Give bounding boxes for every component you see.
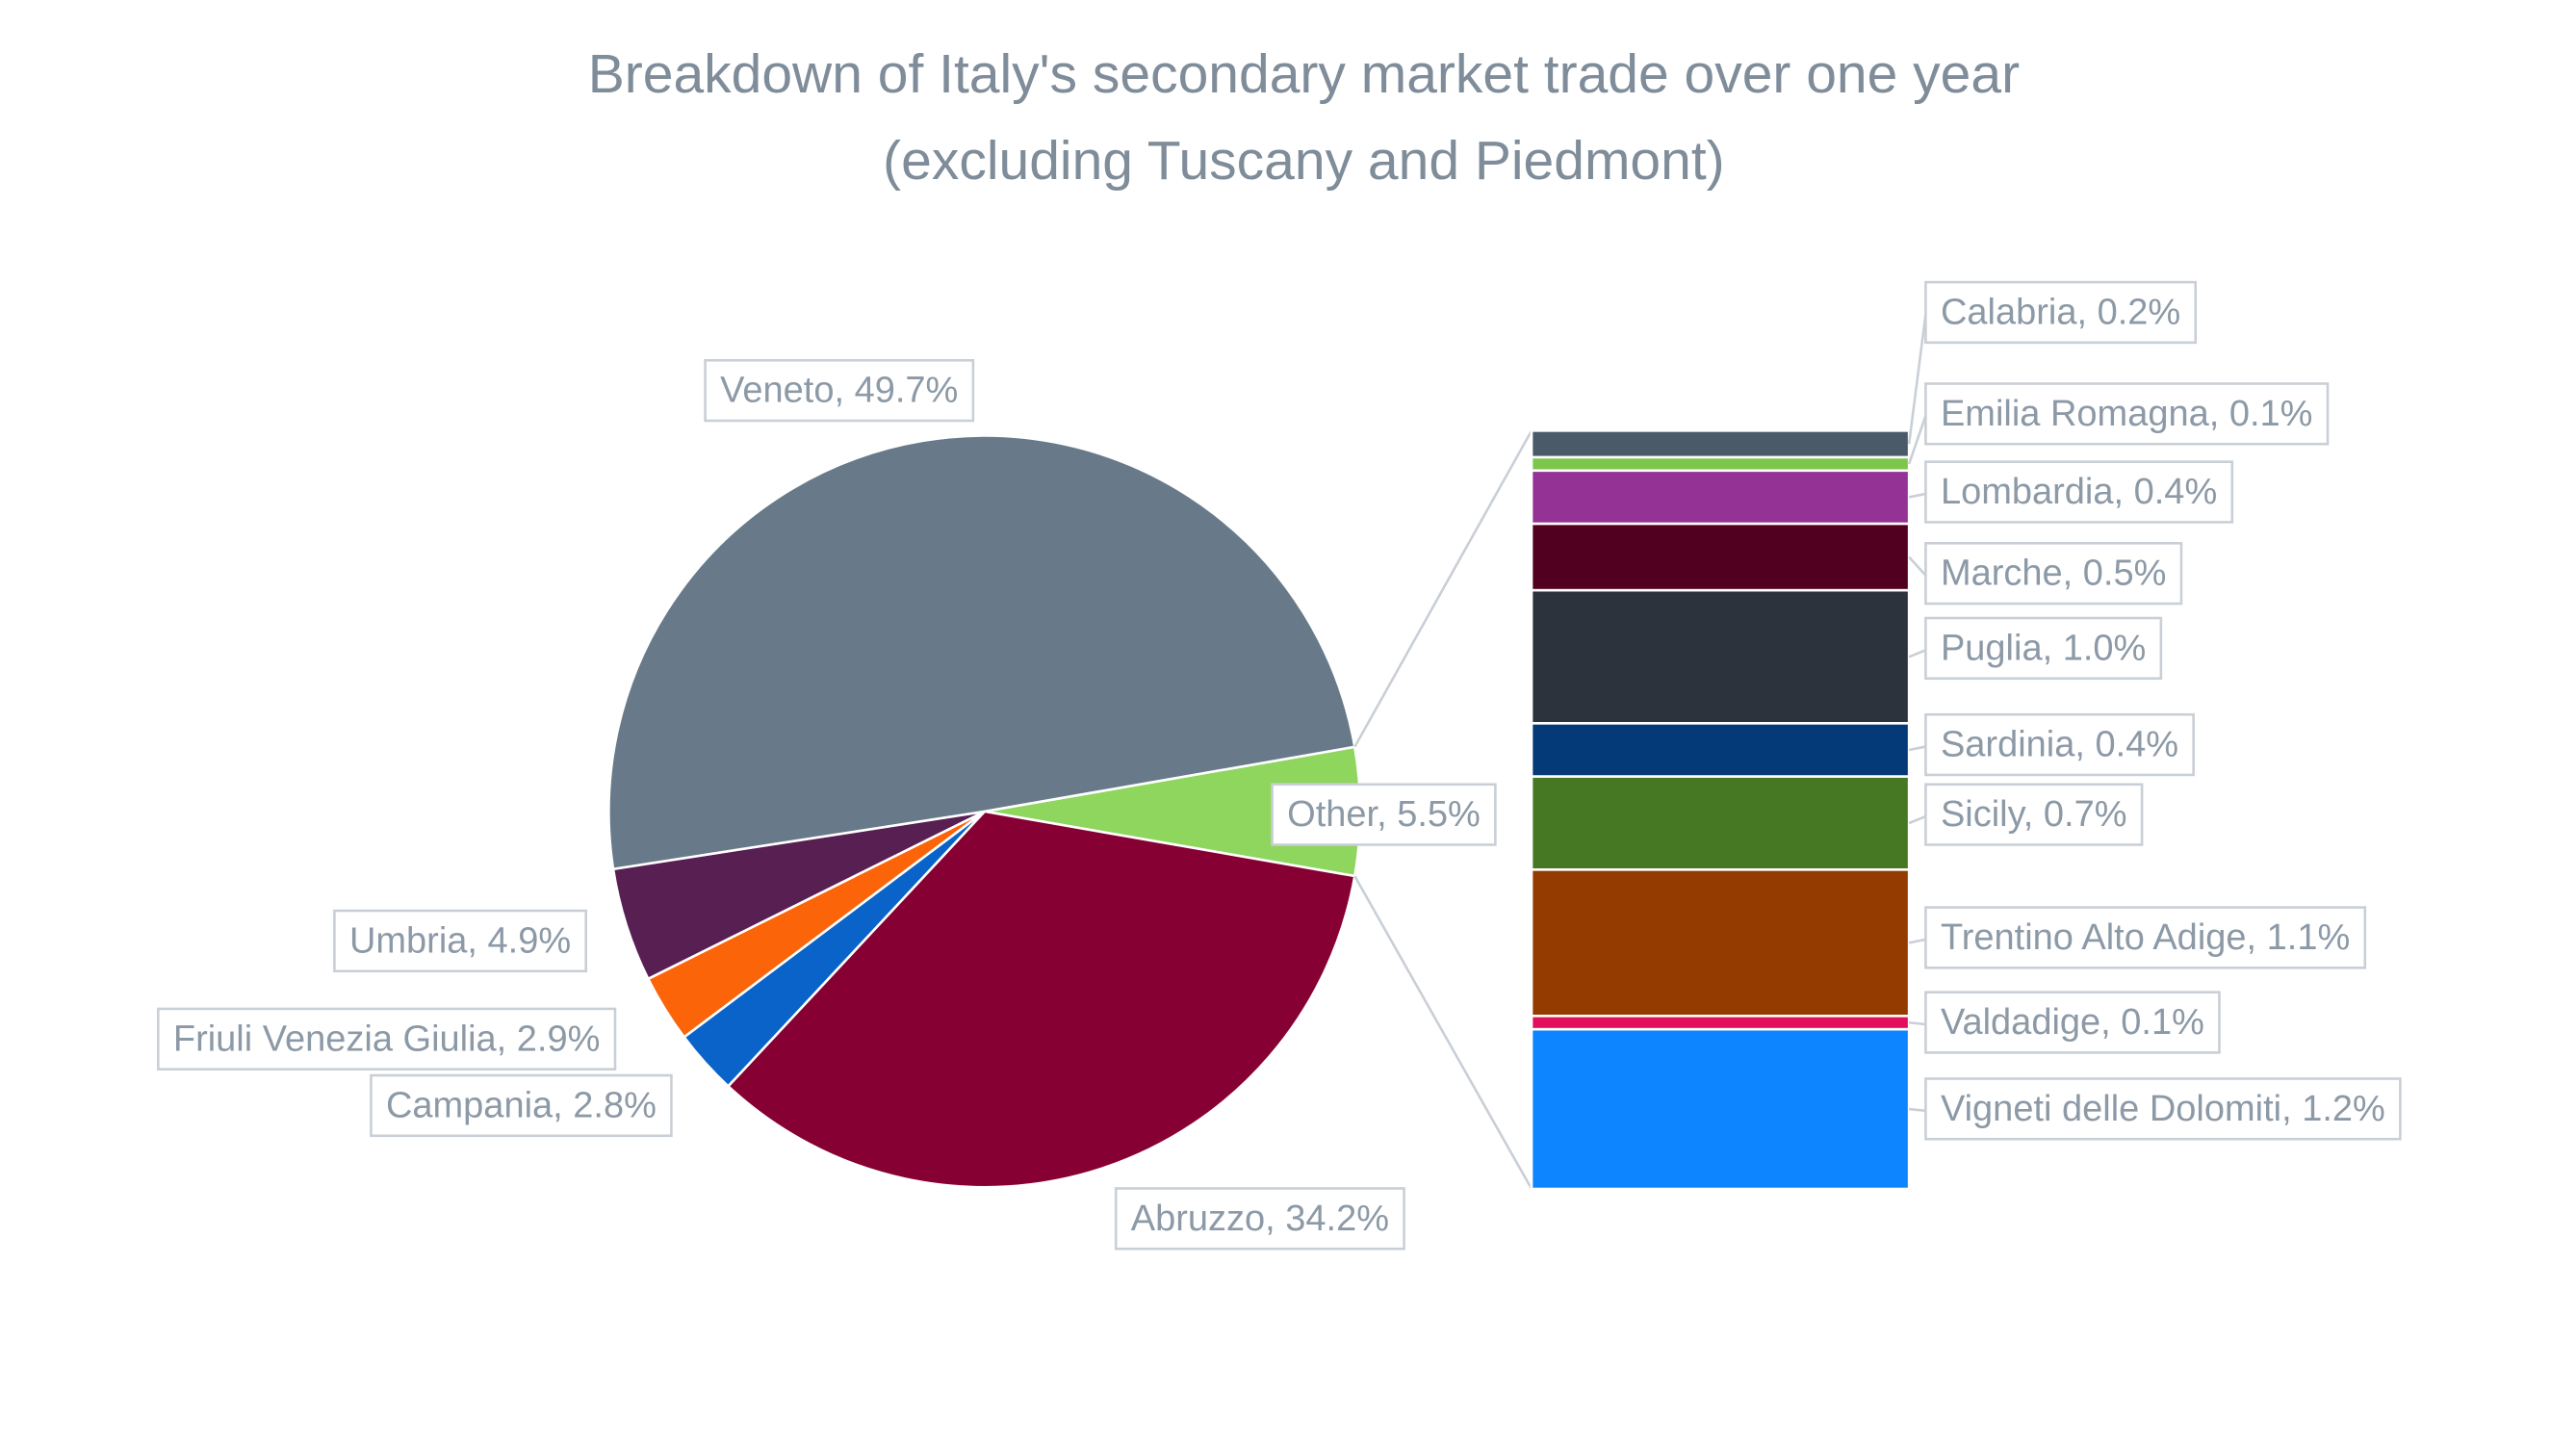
chart-title: Breakdown of Italy's secondary market tr… xyxy=(588,43,2020,105)
label-box xyxy=(370,1073,673,1138)
label-box xyxy=(1924,712,2195,777)
bar-segment xyxy=(1530,1027,1911,1191)
label-connector xyxy=(1908,745,1926,752)
bar-segment xyxy=(1530,1015,1911,1031)
label-connector xyxy=(1907,415,1927,465)
bar-segment xyxy=(1530,469,1911,526)
bar-segment xyxy=(1530,722,1911,778)
data-label: Calabria, 0.2% xyxy=(1924,280,2198,345)
label-connector xyxy=(1908,492,1926,499)
data-label: Lombardia, 0.4% xyxy=(1924,460,2234,524)
data-label-text: Umbria, 4.9% xyxy=(349,920,571,961)
label-box xyxy=(1924,1077,2402,1141)
bar-segment xyxy=(1530,522,1911,592)
data-label: Other, 5.5% xyxy=(1271,783,1497,846)
data-label-text: Sardinia, 0.4% xyxy=(1941,725,2178,765)
label-connector xyxy=(1908,938,1926,944)
label-box xyxy=(1924,991,2221,1054)
data-label-text: Puglia, 1.0% xyxy=(1941,628,2146,668)
pie-slice xyxy=(726,810,1356,1189)
label-box xyxy=(1924,460,2234,524)
connector xyxy=(1353,875,1533,1190)
data-label: Sicily, 0.7% xyxy=(1924,783,2144,846)
label-box xyxy=(1924,382,2330,446)
label-connector xyxy=(1907,314,1927,445)
data-label-text: Campania, 2.8% xyxy=(386,1085,657,1125)
label-connector xyxy=(1908,555,1927,577)
label-box xyxy=(1924,542,2183,606)
data-label: Abruzzo, 34.2% xyxy=(1114,1187,1405,1251)
data-label: Sardinia, 0.4% xyxy=(1924,712,2195,777)
data-label-text: Veneto, 49.7% xyxy=(720,371,958,411)
label-connector xyxy=(1908,649,1926,658)
data-label-text: Friuli Venezia Giulia, 2.9% xyxy=(173,1019,601,1059)
data-label: Vigneti delle Dolomiti, 1.2% xyxy=(1924,1077,2402,1141)
bar-segment xyxy=(1530,429,1911,459)
data-label: Veneto, 49.7% xyxy=(704,359,975,423)
label-box xyxy=(1924,783,2144,846)
chart-title: (excluding Tuscany and Piedmont) xyxy=(883,130,1724,192)
label-box xyxy=(1271,783,1497,846)
data-label-text: Vigneti delle Dolomiti, 1.2% xyxy=(1941,1089,2385,1129)
bar-segment xyxy=(1530,775,1911,871)
pie-slice xyxy=(607,434,1356,871)
bar-segment xyxy=(1530,588,1911,725)
label-box xyxy=(1924,906,2367,969)
data-label-text: Marche, 0.5% xyxy=(1941,554,2166,594)
data-label: Valdadige, 0.1% xyxy=(1924,991,2221,1054)
data-label-text: Sicily, 0.7% xyxy=(1941,794,2127,835)
data-label-text: Calabria, 0.2% xyxy=(1941,292,2180,332)
label-box xyxy=(704,359,975,423)
data-label: Friuli Venezia Giulia, 2.9% xyxy=(157,1007,617,1071)
data-label: Marche, 0.5% xyxy=(1924,542,2183,606)
label-box xyxy=(1924,280,2198,345)
connector xyxy=(1353,429,1533,748)
label-box xyxy=(333,909,587,973)
label-box xyxy=(1924,616,2163,681)
data-label-text: Valdadige, 0.1% xyxy=(1941,1002,2204,1043)
data-label: Puglia, 1.0% xyxy=(1924,616,2163,681)
label-box xyxy=(1114,1187,1405,1251)
data-label-text: Trentino Alto Adige, 1.1% xyxy=(1941,917,2350,958)
data-label: Umbria, 4.9% xyxy=(333,909,587,973)
label-connector xyxy=(1908,814,1926,825)
label-connector xyxy=(1909,1020,1926,1026)
label-box xyxy=(157,1007,617,1071)
data-label: Emilia Romagna, 0.1% xyxy=(1924,382,2330,446)
data-label-text: Lombardia, 0.4% xyxy=(1941,472,2217,512)
data-label-text: Abruzzo, 34.2% xyxy=(1131,1199,1389,1239)
data-label: Campania, 2.8% xyxy=(370,1073,673,1138)
bar-segment xyxy=(1530,455,1911,473)
data-label-text: Other, 5.5% xyxy=(1287,794,1481,835)
data-label-text: Emilia Romagna, 0.1% xyxy=(1941,394,2313,434)
label-connector xyxy=(1909,1107,1926,1113)
bar-segment xyxy=(1530,868,1911,1018)
data-label: Trentino Alto Adige, 1.1% xyxy=(1924,906,2367,969)
